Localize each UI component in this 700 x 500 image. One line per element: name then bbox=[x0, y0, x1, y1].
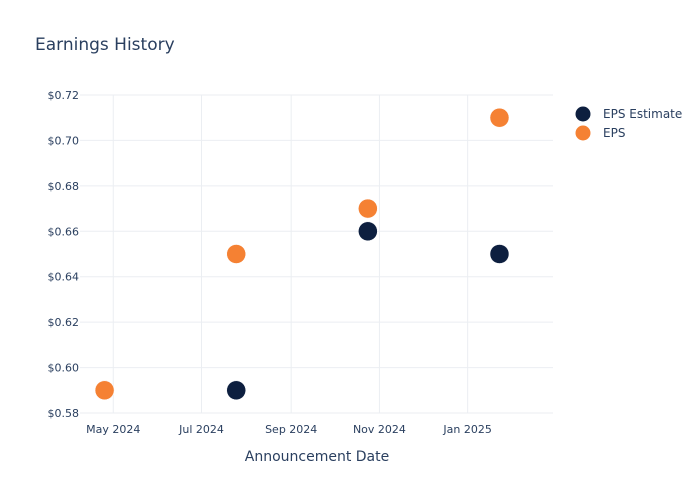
x-tick-label: Sep 2024 bbox=[265, 423, 317, 436]
x-tick-label: Jan 2025 bbox=[442, 423, 491, 436]
legend-label: EPS Estimate bbox=[603, 107, 682, 121]
y-tick-label: $0.68 bbox=[48, 180, 80, 193]
data-point[interactable] bbox=[489, 244, 510, 264]
y-tick-label: $0.62 bbox=[48, 316, 80, 329]
y-tick-label: $0.70 bbox=[48, 134, 80, 147]
data-point[interactable] bbox=[226, 380, 246, 401]
legend-marker bbox=[575, 106, 591, 122]
y-tick-label: $0.72 bbox=[48, 89, 80, 102]
data-point[interactable] bbox=[226, 244, 246, 264]
series-0 bbox=[94, 221, 510, 401]
legend-item[interactable]: EPS Estimate bbox=[575, 106, 683, 122]
legend[interactable]: EPS Estimate EPS bbox=[575, 106, 683, 141]
x-axis-title: Announcement Date bbox=[245, 449, 389, 465]
legend-marker bbox=[575, 125, 591, 141]
chart-title: Earnings History bbox=[35, 35, 175, 55]
y-tick-label: $0.60 bbox=[48, 362, 80, 375]
x-tick-label: Jul 2024 bbox=[178, 423, 224, 436]
series-1 bbox=[94, 107, 510, 401]
data-point[interactable] bbox=[489, 107, 510, 128]
grid bbox=[80, 94, 553, 414]
y-tick-label: $0.64 bbox=[48, 271, 80, 284]
data-point[interactable] bbox=[94, 380, 115, 401]
data-point[interactable] bbox=[358, 198, 378, 219]
x-tick-label: Nov 2024 bbox=[353, 423, 406, 436]
y-tick-label: $0.66 bbox=[48, 225, 80, 238]
y-axis-ticks: $0.58 $0.60 $0.62 $0.64 $0.66 $0.68 $0.70 $0.72 bbox=[48, 89, 80, 420]
legend-item[interactable]: EPS bbox=[575, 125, 626, 141]
x-axis-ticks: May 2024 Jul 2024 Sep 2024 Nov 2024 Jan 2025 bbox=[86, 423, 492, 436]
data-points bbox=[94, 107, 510, 401]
x-tick-label: May 2024 bbox=[86, 423, 140, 436]
data-point[interactable] bbox=[358, 221, 378, 242]
legend-label: EPS bbox=[603, 126, 625, 140]
y-tick-label: $0.58 bbox=[48, 407, 80, 420]
